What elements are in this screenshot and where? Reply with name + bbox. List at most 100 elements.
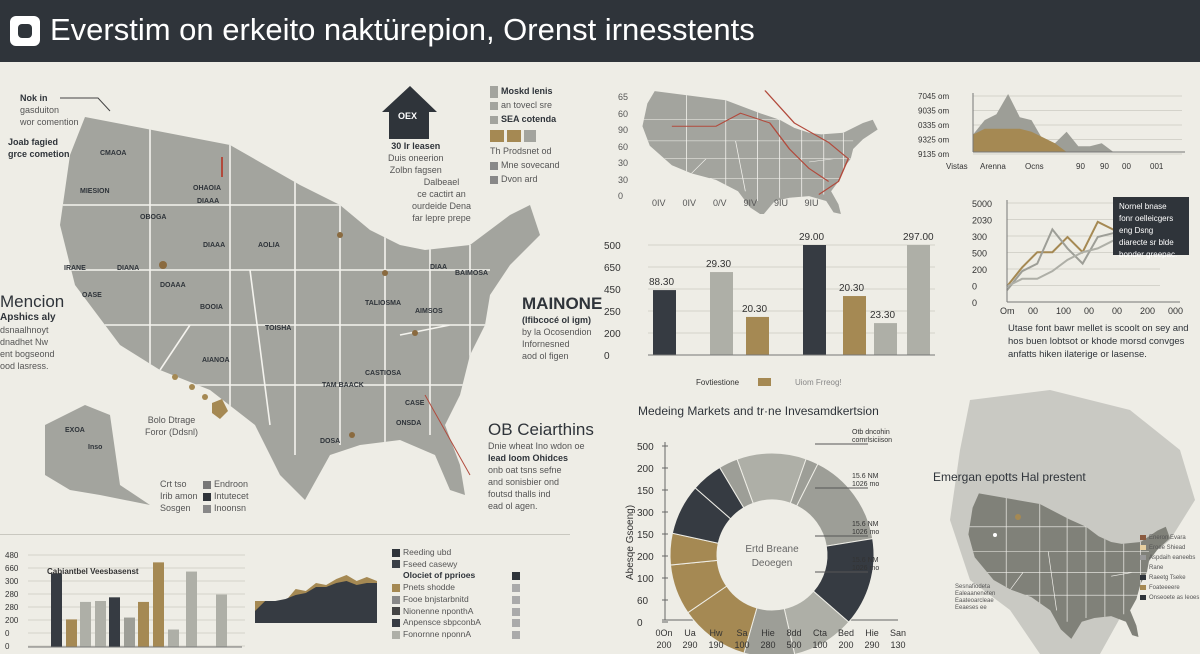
bar-data-label: 297.00	[903, 232, 934, 243]
legend-item: Anpensce sbpconbA	[392, 617, 520, 629]
small-legend: Crt tso Irib amon Sosgen	[160, 479, 198, 513]
x-tick-label: Arenna	[980, 162, 1006, 171]
bottom-bar-chart: 480 660 300 280 280 200 0 0 Cabiantbel Veesbasen…	[5, 551, 245, 651]
note-nok: Nok in gasduiton wor comention	[20, 93, 79, 127]
state-label: OBOGA	[140, 214, 167, 221]
alaska-shape	[45, 405, 150, 505]
x-tick-label: 190	[708, 640, 723, 650]
bar-data-label: 29.30	[706, 259, 731, 270]
y-tick-label: 0	[604, 351, 610, 362]
state-label: ONSDA	[396, 420, 422, 427]
state-label: TALIOSMA	[365, 300, 402, 307]
area-chart-top: 7045 om 9035 om 0335 om 9325 om 9135 om Vista…	[918, 92, 1185, 171]
top-legend: Moskd lenis an tovecl sre SEA cotenda Th…	[490, 85, 560, 184]
x-tick-label: 00	[1084, 306, 1094, 315]
legend-item: Fseed casewy	[392, 559, 492, 571]
bar	[51, 573, 62, 647]
x-tick-label: 100	[734, 640, 749, 650]
route-line	[764, 90, 850, 195]
x-tick-label: Cta	[813, 628, 827, 638]
state-label: DOSA	[320, 438, 341, 445]
bar	[653, 290, 676, 355]
x-tick-label: 200	[1140, 306, 1155, 315]
bar	[168, 629, 179, 647]
legend-label: Uiom Frreog!	[795, 378, 842, 387]
header-bar: Everstim on erkeito naktürepion, Orenst …	[0, 0, 1200, 62]
state-label: BOOIA	[200, 304, 223, 311]
y-tick-label: 500	[604, 241, 621, 252]
x-tick-label: 000	[1168, 306, 1183, 315]
route-y-tick: 30	[618, 158, 629, 168]
route-y-tick: 60	[618, 141, 629, 152]
y-tick-label: 500	[972, 249, 987, 259]
x-tick-label: 90	[1076, 162, 1085, 171]
route-map	[640, 84, 878, 214]
legend-item: Reeding ubd	[392, 547, 492, 559]
route-y-tick: 0	[618, 191, 624, 201]
state-label: EXOA	[65, 427, 85, 434]
na-map-note: Sesnafiodeta Ealeaaneneten Eaateoarcleae Ee…	[955, 584, 996, 611]
na-map-title: Emergan epotts Hal prestent	[933, 470, 1086, 484]
legend-item: Olociet of pprioes	[392, 570, 520, 582]
x-tick-label: 00	[1112, 306, 1122, 315]
x-tick-label: 8dd	[786, 628, 801, 638]
y-tick-label: 0335 om	[918, 121, 949, 130]
y-tick-label: 150	[637, 530, 654, 541]
y-tick-label: 100	[637, 574, 654, 585]
state-label: BAIMOSA	[455, 270, 489, 277]
bar-data-label: 23.30	[870, 310, 895, 321]
legend-item: Fooe bnjstarbnitd	[392, 594, 520, 606]
legend-item: Nionenne nponthA	[392, 606, 520, 618]
y-tick-label: 7045 om	[918, 92, 949, 101]
y-tick-label: 280	[5, 603, 19, 612]
state-label: DIANA	[117, 265, 140, 272]
route-x-tick: 9IU	[774, 198, 789, 208]
na-map-legend: Eneron Evara Eroee Shiead Aspdaih eaneebs R…	[1140, 533, 1199, 603]
x-tick-label: 280	[760, 640, 775, 650]
app-logo-icon	[10, 16, 40, 46]
x-tick-label: Bed	[838, 628, 854, 638]
y-axis-label: Abesqe Gsoeng)	[625, 505, 636, 580]
x-tick-label: Hie	[761, 628, 775, 638]
state-label: CASE	[405, 400, 425, 407]
bar-data-label: 20.30	[839, 283, 864, 294]
y-tick-label: 650	[604, 263, 621, 274]
na-legend-item: Aspdaih eaneebs	[1140, 553, 1199, 563]
state-label: TOISHA	[265, 325, 292, 332]
bottom-legend: Reeding ubd Fseed casewy Olociet of pprioe…	[392, 547, 520, 641]
bottom-callout: OB Ceiarthins Dnie wheat Ino wdon oe lead…	[488, 420, 594, 511]
bar	[710, 272, 733, 355]
legend-swatch	[758, 378, 771, 386]
x-tick-label: San	[890, 628, 906, 638]
x-tick-label: Hw	[710, 628, 723, 638]
state-label: CASTIOSA	[365, 370, 402, 377]
legend-item: Pnets shodde	[392, 582, 520, 594]
bar-chart: 0 200 250 450 650 500 88.30 29.30 20.30 29.00 20.3…	[604, 232, 935, 387]
y-tick-label: 200	[637, 552, 654, 563]
y-tick-label: 450	[604, 285, 621, 296]
hawaii-islands	[172, 374, 228, 419]
house-caption: 30 Ir leasen Duis oneerion Zolbn fagsen	[388, 141, 444, 175]
x-tick-label: 00	[1028, 306, 1038, 315]
y-tick-label: 200	[604, 329, 621, 340]
route-x-tick: 9IU	[804, 198, 819, 208]
chart-title: Cabiantbel Veesbasenst	[47, 567, 139, 576]
section-divider	[0, 534, 570, 535]
area-series	[973, 128, 1114, 152]
route-y-tick: 60	[618, 108, 629, 119]
state-label: DIAAA	[197, 198, 220, 205]
bar	[95, 601, 106, 647]
map-marker-line	[424, 394, 471, 476]
bar	[66, 619, 77, 647]
route-x-tick: 0/V	[713, 198, 727, 208]
state-label: MIESION	[80, 188, 110, 195]
right-callout: MAINONE (Ifibcocé ol igm) by la Ocosendi…	[522, 294, 603, 361]
state-label: AOLIA	[258, 242, 280, 249]
x-tick-label: Ua	[684, 628, 696, 638]
route-x-tick: 9IV	[743, 198, 758, 208]
line-series	[1006, 220, 1129, 288]
x-tick-label: 200	[656, 640, 671, 650]
legend-label: Fovtiestione	[696, 378, 740, 387]
route-line	[671, 112, 830, 182]
area-series	[255, 581, 377, 623]
